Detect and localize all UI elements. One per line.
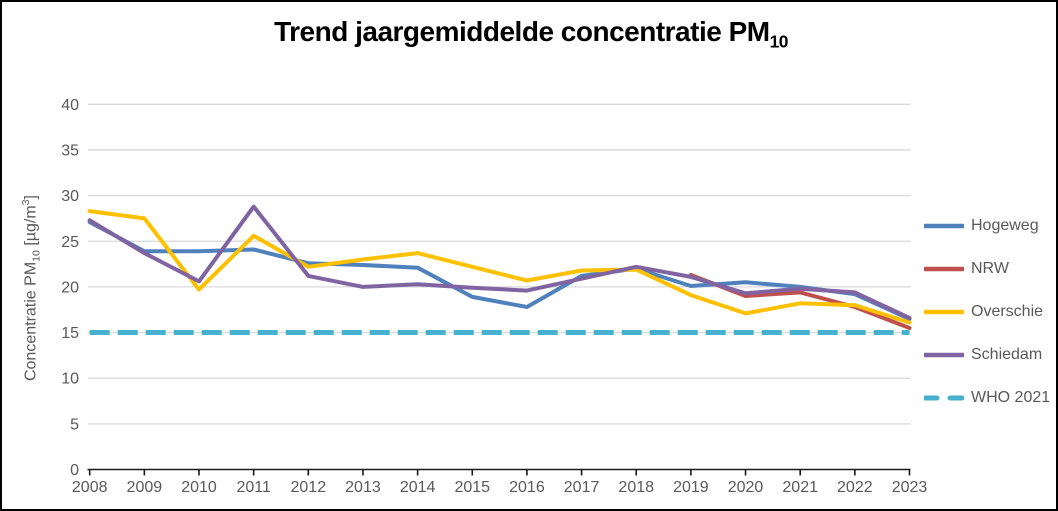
y-tick-label: 0	[70, 462, 79, 479]
y-tick-label: 25	[61, 234, 79, 251]
legend-label: Overschie	[971, 302, 1044, 320]
legend-swatch-line	[924, 223, 964, 228]
x-tick-label: 2022	[837, 479, 873, 496]
x-tick-label: 2010	[181, 479, 217, 496]
x-tick-label: 2011	[236, 479, 271, 496]
y-tick-label: 30	[61, 188, 79, 205]
legend-label: NRW	[971, 259, 1009, 277]
x-tick-label: 2009	[127, 479, 163, 496]
x-tick-label: 2014	[400, 479, 436, 496]
x-tick-label: 2023	[892, 479, 928, 496]
legend-label: Schiedam	[971, 345, 1043, 363]
legend-label: WHO 2021	[971, 388, 1051, 406]
x-tick-label: 2020	[728, 479, 764, 496]
chart-title-text: Trend jaargemiddelde concentratie PM	[274, 16, 770, 47]
x-tick-label: 2012	[291, 479, 327, 496]
y-tick-label: 35	[61, 142, 79, 159]
series-line-overschie	[87, 209, 912, 325]
x-tick-label: 2018	[618, 479, 654, 496]
y-tick-label: 20	[61, 279, 79, 296]
y-tick-label: 15	[61, 325, 79, 342]
legend-swatch-line	[924, 395, 964, 400]
legend-item-nrw: NRW	[924, 258, 1050, 279]
legend: Hogeweg NRW Overschie Schiedam WHO 2021	[924, 215, 1050, 408]
legend-swatch-line	[924, 266, 964, 271]
legend-item-hogeweg: Hogeweg	[924, 215, 1050, 236]
x-tick-label: 2016	[509, 479, 545, 496]
x-tick-label: 2019	[673, 479, 709, 496]
legend-swatch-line	[924, 309, 964, 314]
legend-item-overschie: Overschie	[924, 301, 1050, 322]
legend-item-schiedam: Schiedam	[924, 344, 1050, 365]
x-tick-label: 2008	[72, 479, 108, 496]
chart-title: Trend jaargemiddelde concentratie PM10	[2, 16, 1056, 53]
legend-label: Hogeweg	[971, 216, 1039, 234]
y-tick-label: 5	[70, 416, 79, 433]
y-tick-label: 10	[61, 371, 79, 388]
y-tick-label: 40	[61, 97, 79, 114]
legend-item-who-2021: WHO 2021	[924, 387, 1050, 408]
series-line-hogeweg	[87, 220, 912, 321]
x-tick-label: 2021	[782, 479, 818, 496]
legend-swatch-line	[924, 352, 964, 357]
x-tick-label: 2015	[454, 479, 490, 496]
x-tick-label: 2013	[345, 479, 381, 496]
chart-title-subscript: 10	[769, 31, 789, 52]
series-line-schiedam	[87, 204, 912, 320]
x-tick-label: 2017	[564, 479, 600, 496]
